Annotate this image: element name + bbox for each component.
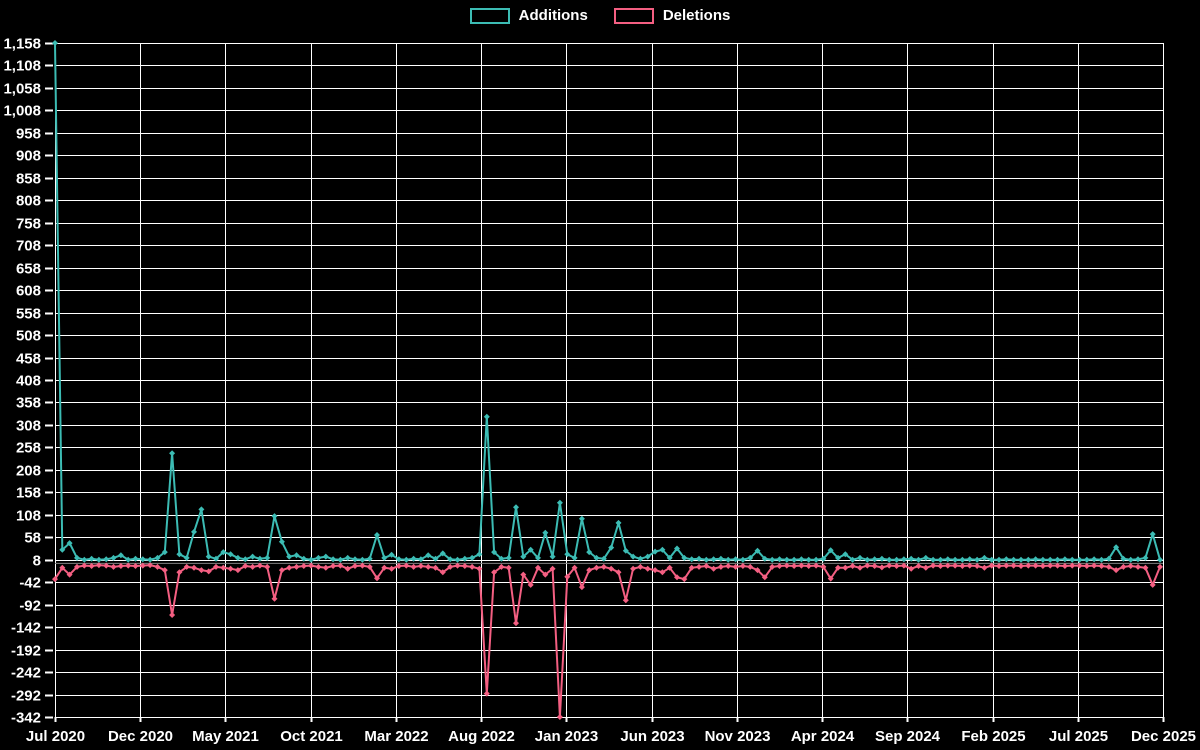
legend-item-deletions[interactable]: Deletions bbox=[613, 7, 731, 24]
svg-text:-342: -342 bbox=[11, 710, 41, 727]
svg-text:Sep 2024: Sep 2024 bbox=[875, 728, 941, 745]
svg-text:208: 208 bbox=[16, 463, 41, 480]
svg-text:1,108: 1,108 bbox=[3, 58, 41, 75]
svg-text:858: 858 bbox=[16, 171, 41, 188]
svg-text:Feb 2025: Feb 2025 bbox=[961, 728, 1025, 745]
axis-ticks bbox=[45, 42, 1165, 722]
additions-legend-swatch bbox=[469, 7, 510, 24]
svg-text:608: 608 bbox=[16, 283, 41, 300]
svg-text:Mar 2022: Mar 2022 bbox=[364, 728, 428, 745]
svg-text:808: 808 bbox=[16, 193, 41, 210]
svg-text:708: 708 bbox=[16, 238, 41, 255]
svg-text:Jul 2025: Jul 2025 bbox=[1049, 728, 1108, 745]
additions-series-markers bbox=[52, 40, 1163, 563]
svg-text:458: 458 bbox=[16, 351, 41, 368]
additions-legend-label: Additions bbox=[518, 7, 588, 24]
svg-text:Dec 2020: Dec 2020 bbox=[108, 728, 173, 745]
svg-text:May 2021: May 2021 bbox=[192, 728, 259, 745]
chart-legend: Additions Deletions bbox=[0, 7, 1200, 24]
additions-series-line bbox=[52, 40, 1163, 563]
svg-text:-192: -192 bbox=[11, 643, 41, 660]
deletions-series-markers bbox=[52, 562, 1163, 720]
svg-text:8: 8 bbox=[33, 553, 41, 570]
svg-text:158: 158 bbox=[16, 485, 41, 502]
svg-text:558: 558 bbox=[16, 306, 41, 323]
svg-text:508: 508 bbox=[16, 328, 41, 345]
deletions-legend-label: Deletions bbox=[662, 7, 731, 24]
svg-text:-142: -142 bbox=[11, 620, 41, 637]
svg-text:1,058: 1,058 bbox=[3, 81, 41, 98]
svg-text:358: 358 bbox=[16, 395, 41, 412]
svg-text:Jan 2023: Jan 2023 bbox=[535, 728, 598, 745]
svg-text:Jun 2023: Jun 2023 bbox=[620, 728, 684, 745]
svg-text:-42: -42 bbox=[19, 575, 41, 592]
svg-text:Jul 2020: Jul 2020 bbox=[26, 728, 85, 745]
svg-text:Apr 2024: Apr 2024 bbox=[791, 728, 855, 745]
svg-text:258: 258 bbox=[16, 440, 41, 457]
svg-text:308: 308 bbox=[16, 418, 41, 435]
legend-item-additions[interactable]: Additions bbox=[469, 7, 588, 24]
svg-text:1,158: 1,158 bbox=[3, 36, 41, 53]
svg-text:108: 108 bbox=[16, 508, 41, 525]
svg-text:658: 658 bbox=[16, 261, 41, 278]
deletions-legend-swatch bbox=[613, 7, 654, 24]
svg-text:-242: -242 bbox=[11, 665, 41, 682]
x-axis-labels: Jul 2020 Dec 2020 May 2021 Oct 2021 Mar 2022… bbox=[26, 728, 1196, 745]
svg-text:Oct 2021: Oct 2021 bbox=[280, 728, 343, 745]
svg-text:Dec 2025: Dec 2025 bbox=[1131, 728, 1196, 745]
gridlines bbox=[55, 43, 1164, 718]
svg-text:-92: -92 bbox=[19, 598, 41, 615]
svg-text:Aug 2022: Aug 2022 bbox=[448, 728, 515, 745]
svg-text:408: 408 bbox=[16, 373, 41, 390]
svg-text:958: 958 bbox=[16, 126, 41, 143]
svg-text:1,008: 1,008 bbox=[3, 103, 41, 120]
svg-text:58: 58 bbox=[24, 530, 41, 547]
svg-text:908: 908 bbox=[16, 148, 41, 165]
y-axis-labels: -342-292-242-192-142-92-4285810815820825… bbox=[3, 36, 41, 727]
svg-text:Nov 2023: Nov 2023 bbox=[705, 728, 771, 745]
svg-text:758: 758 bbox=[16, 216, 41, 233]
deletions-series-line bbox=[52, 562, 1163, 720]
svg-text:-292: -292 bbox=[11, 688, 41, 705]
